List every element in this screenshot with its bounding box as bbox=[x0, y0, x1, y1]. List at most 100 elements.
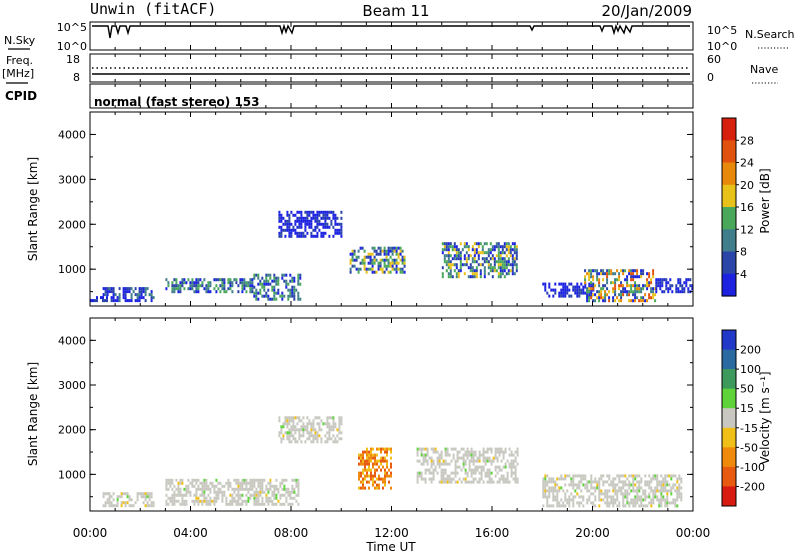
echo-cell bbox=[503, 260, 506, 264]
echo-cell bbox=[580, 501, 583, 505]
echo-cell bbox=[360, 474, 362, 478]
echo-cell bbox=[221, 493, 224, 497]
echo-cell bbox=[120, 504, 123, 508]
echo-cell bbox=[616, 489, 619, 493]
echo-cell bbox=[586, 498, 589, 502]
echo-cell bbox=[449, 266, 452, 270]
echo-cell bbox=[628, 483, 631, 487]
echo-cell bbox=[658, 504, 661, 508]
echo-cell bbox=[193, 478, 196, 482]
echo-cell bbox=[179, 481, 182, 485]
echo-cell bbox=[225, 290, 228, 294]
echo-cell bbox=[554, 291, 557, 295]
echo-cell bbox=[628, 284, 631, 288]
echo-cell bbox=[148, 498, 151, 502]
echo-cell bbox=[501, 248, 504, 252]
echo-cell bbox=[326, 416, 329, 420]
echo-cell bbox=[564, 291, 567, 295]
echo-cell bbox=[185, 487, 188, 491]
echo-cell bbox=[391, 258, 394, 262]
echo-cell bbox=[434, 447, 437, 451]
echo-cell bbox=[681, 290, 684, 294]
echo-cell bbox=[382, 456, 384, 460]
echo-cell bbox=[278, 216, 281, 220]
echo-cell bbox=[209, 496, 212, 500]
echo-cell bbox=[314, 416, 317, 420]
echo-cell bbox=[511, 269, 514, 273]
echo-cell bbox=[255, 288, 258, 292]
echo-cell bbox=[582, 285, 585, 289]
echo-cell bbox=[480, 477, 483, 481]
echo-cell bbox=[281, 502, 284, 506]
echo-cell bbox=[562, 489, 565, 493]
echo-cell bbox=[491, 266, 494, 270]
echo-cell bbox=[215, 499, 218, 503]
echo-cell bbox=[167, 284, 170, 288]
echo-cell bbox=[455, 266, 458, 270]
echo-cell bbox=[308, 422, 311, 426]
echo-cell bbox=[177, 284, 180, 288]
echo-cell bbox=[197, 278, 200, 282]
echo-cell bbox=[548, 477, 551, 481]
echo-cell bbox=[495, 254, 498, 258]
echo-cell bbox=[636, 290, 639, 294]
echo-cell bbox=[443, 260, 446, 264]
echo-cell bbox=[291, 496, 294, 500]
echo-cell bbox=[289, 279, 292, 283]
echo-cell bbox=[310, 431, 313, 435]
echo-cell bbox=[499, 257, 502, 261]
echo-cell bbox=[654, 495, 657, 499]
echo-cell bbox=[259, 291, 262, 295]
echo-cell bbox=[241, 287, 244, 291]
echo-cell bbox=[515, 254, 518, 258]
echo-cell bbox=[638, 480, 641, 484]
echo-cell bbox=[324, 213, 327, 217]
echo-cell bbox=[466, 447, 469, 451]
echo-cell bbox=[483, 257, 486, 261]
echo-cell bbox=[373, 270, 376, 274]
echo-cell bbox=[253, 276, 256, 280]
echo-cell bbox=[116, 495, 119, 499]
echo-cell bbox=[492, 456, 495, 460]
echo-cell bbox=[558, 504, 561, 508]
echo-cell bbox=[624, 492, 627, 496]
echo-cell bbox=[377, 252, 380, 256]
echo-cell bbox=[357, 270, 360, 274]
echo-cell bbox=[498, 450, 501, 454]
echo-cell bbox=[636, 284, 639, 288]
echo-cell bbox=[600, 296, 603, 300]
echo-cell bbox=[280, 225, 283, 229]
echo-cell bbox=[515, 257, 518, 261]
echo-cell bbox=[106, 287, 109, 291]
echo-cell bbox=[175, 278, 178, 282]
echo-cell bbox=[289, 493, 292, 497]
echo-cell bbox=[507, 242, 510, 246]
echo-cell bbox=[364, 462, 366, 466]
echo-cell bbox=[306, 437, 309, 441]
echo-cell bbox=[304, 234, 307, 238]
echo-cell bbox=[298, 419, 301, 423]
echo-cell bbox=[207, 290, 210, 294]
echo-cell bbox=[468, 453, 471, 457]
echo-cell bbox=[473, 257, 476, 261]
y-tick-label: 3000 bbox=[58, 173, 86, 186]
echo-cell bbox=[324, 422, 327, 426]
colorbar-tick-label: 50 bbox=[740, 383, 754, 396]
echo-cell bbox=[128, 498, 131, 502]
echo-cell bbox=[328, 234, 331, 238]
echo-cell bbox=[558, 477, 561, 481]
echo-cell bbox=[448, 462, 451, 466]
echo-cell bbox=[468, 480, 471, 484]
echo-cell bbox=[144, 504, 147, 508]
echo-cell bbox=[152, 501, 155, 505]
echo-cell bbox=[450, 477, 453, 481]
echo-cell bbox=[183, 281, 186, 285]
echo-cell bbox=[288, 225, 291, 229]
echo-cell bbox=[251, 290, 254, 294]
echo-cell bbox=[263, 478, 266, 482]
echo-cell bbox=[438, 462, 441, 466]
echo-cell bbox=[237, 484, 240, 488]
echo-cell bbox=[556, 498, 559, 502]
echo-cell bbox=[552, 288, 555, 292]
echo-cell bbox=[600, 492, 603, 496]
